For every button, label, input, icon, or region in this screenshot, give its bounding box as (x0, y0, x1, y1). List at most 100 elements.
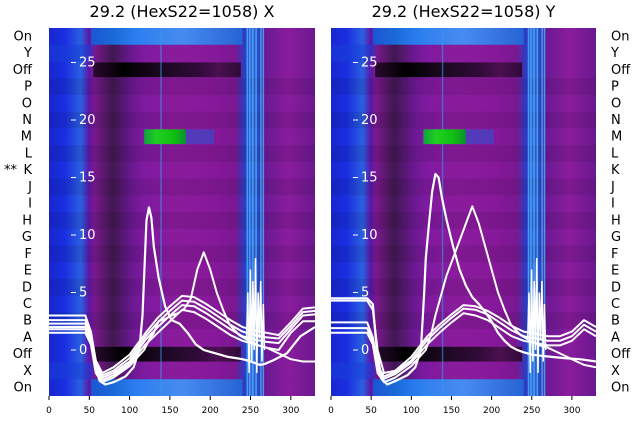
row-band (331, 178, 596, 196)
trace-line (331, 172, 597, 386)
row-band (49, 111, 315, 129)
row-band (49, 245, 315, 263)
row-label: D (22, 280, 32, 295)
xtick-label: 200 (202, 406, 219, 416)
green-band-tail (186, 129, 215, 145)
row-label: B (611, 314, 620, 329)
overlay-ytick-label: 15 (79, 171, 96, 186)
xtick-label: 300 (563, 406, 580, 416)
row-label: G (611, 230, 621, 245)
vertical-stripe (252, 28, 254, 396)
vertical-stripe (441, 28, 444, 396)
overlay-ytick-label: 5 (361, 286, 369, 301)
vertical-stripe (255, 28, 257, 396)
row-label: H (22, 213, 32, 228)
row-label: G (22, 230, 32, 245)
row-label: M (611, 130, 622, 145)
row-band (331, 212, 596, 229)
xtick-label: 200 (483, 406, 500, 416)
row-band (331, 111, 596, 129)
row-label: A (23, 330, 32, 345)
row-label: On (611, 29, 629, 44)
row-label: I (28, 197, 32, 212)
row-band (49, 78, 315, 95)
row-band (49, 178, 315, 196)
row-label: L (611, 146, 619, 161)
row-label: On (611, 381, 629, 396)
row-label: H (611, 213, 621, 228)
row-label: J (27, 180, 32, 195)
row-label: P (611, 80, 619, 95)
row-label: M (21, 130, 32, 145)
row-band-on (372, 379, 524, 396)
row-label: K (611, 163, 620, 178)
overlay-ytick-label: 20 (361, 113, 378, 128)
row-label: O (22, 96, 32, 111)
row-label: E (24, 264, 32, 279)
overlay-ytick-label: 15 (361, 171, 378, 186)
overlay-ytick-label: 0 (79, 343, 87, 358)
overlay-ytick-label: 0 (361, 343, 369, 358)
green-band-tail (465, 129, 495, 145)
vertical-stripe (160, 28, 162, 396)
trace-line (49, 294, 316, 374)
row-label: Off (611, 63, 631, 78)
xtick-label: 250 (242, 406, 259, 416)
row-band (331, 312, 596, 330)
trace-line (331, 299, 597, 374)
row-band (331, 278, 596, 296)
row-band-on (372, 28, 524, 45)
panel-x: 0 5 10 15 20 25 29.2 (HexS22=1058) X On Y Off PONM… (4, 2, 316, 416)
xtick-label: 0 (46, 406, 52, 416)
overlay-ytick-label: 5 (79, 286, 87, 301)
vertical-stripe (527, 28, 530, 396)
overlay-ytick-label: 25 (361, 56, 378, 71)
vertical-stripe (248, 28, 251, 396)
row-band-edge (331, 44, 376, 62)
xtick-label: 100 (121, 406, 138, 416)
vertical-stripe (533, 28, 535, 396)
trace-spikes (526, 257, 547, 374)
row-label: D (611, 280, 621, 295)
row-label: E (611, 264, 619, 279)
overlay-ytick-label: 10 (79, 228, 96, 243)
row-label: K (23, 163, 32, 178)
row-label: On (14, 381, 32, 396)
row-label: Off (13, 347, 33, 362)
xtick-label: 50 (365, 406, 377, 416)
xtick-label: 250 (523, 406, 540, 416)
trace-line (331, 205, 597, 384)
row-label: Y (23, 46, 32, 61)
row-band-on (90, 379, 243, 396)
row-label: C (611, 297, 620, 312)
row-band-off (93, 62, 241, 78)
row-label: On (14, 29, 32, 44)
row-label: N (22, 113, 32, 128)
row-band-edge (331, 362, 376, 380)
xtick-label: 150 (443, 406, 460, 416)
xtick-label: 50 (84, 406, 96, 416)
row-band-off (375, 346, 523, 362)
chart-title: 29.2 (HexS22=1058) X (90, 2, 275, 21)
chart-title: 29.2 (HexS22=1058) Y (372, 2, 556, 21)
row-band (49, 145, 315, 162)
heatmap-background (49, 28, 315, 396)
vertical-stripe (262, 28, 265, 396)
vertical-stripe (260, 28, 262, 396)
overlay-ytick-label: 10 (361, 228, 378, 243)
vertical-stripe (541, 28, 543, 396)
green-band (144, 129, 187, 145)
row-label: A (611, 330, 620, 345)
row-label: F (25, 247, 32, 262)
row-label: F (611, 247, 618, 262)
row-band (331, 245, 596, 263)
row-band (49, 278, 315, 296)
row-band (49, 212, 315, 229)
xtick-label: 300 (282, 406, 299, 416)
row-label: X (23, 364, 32, 379)
panel-y: 0 5 10 15 20 25 29.2 (HexS22=1058) Y On Y Off PONM… (328, 2, 631, 416)
row-band-off (375, 62, 523, 78)
row-label: X (611, 364, 620, 379)
